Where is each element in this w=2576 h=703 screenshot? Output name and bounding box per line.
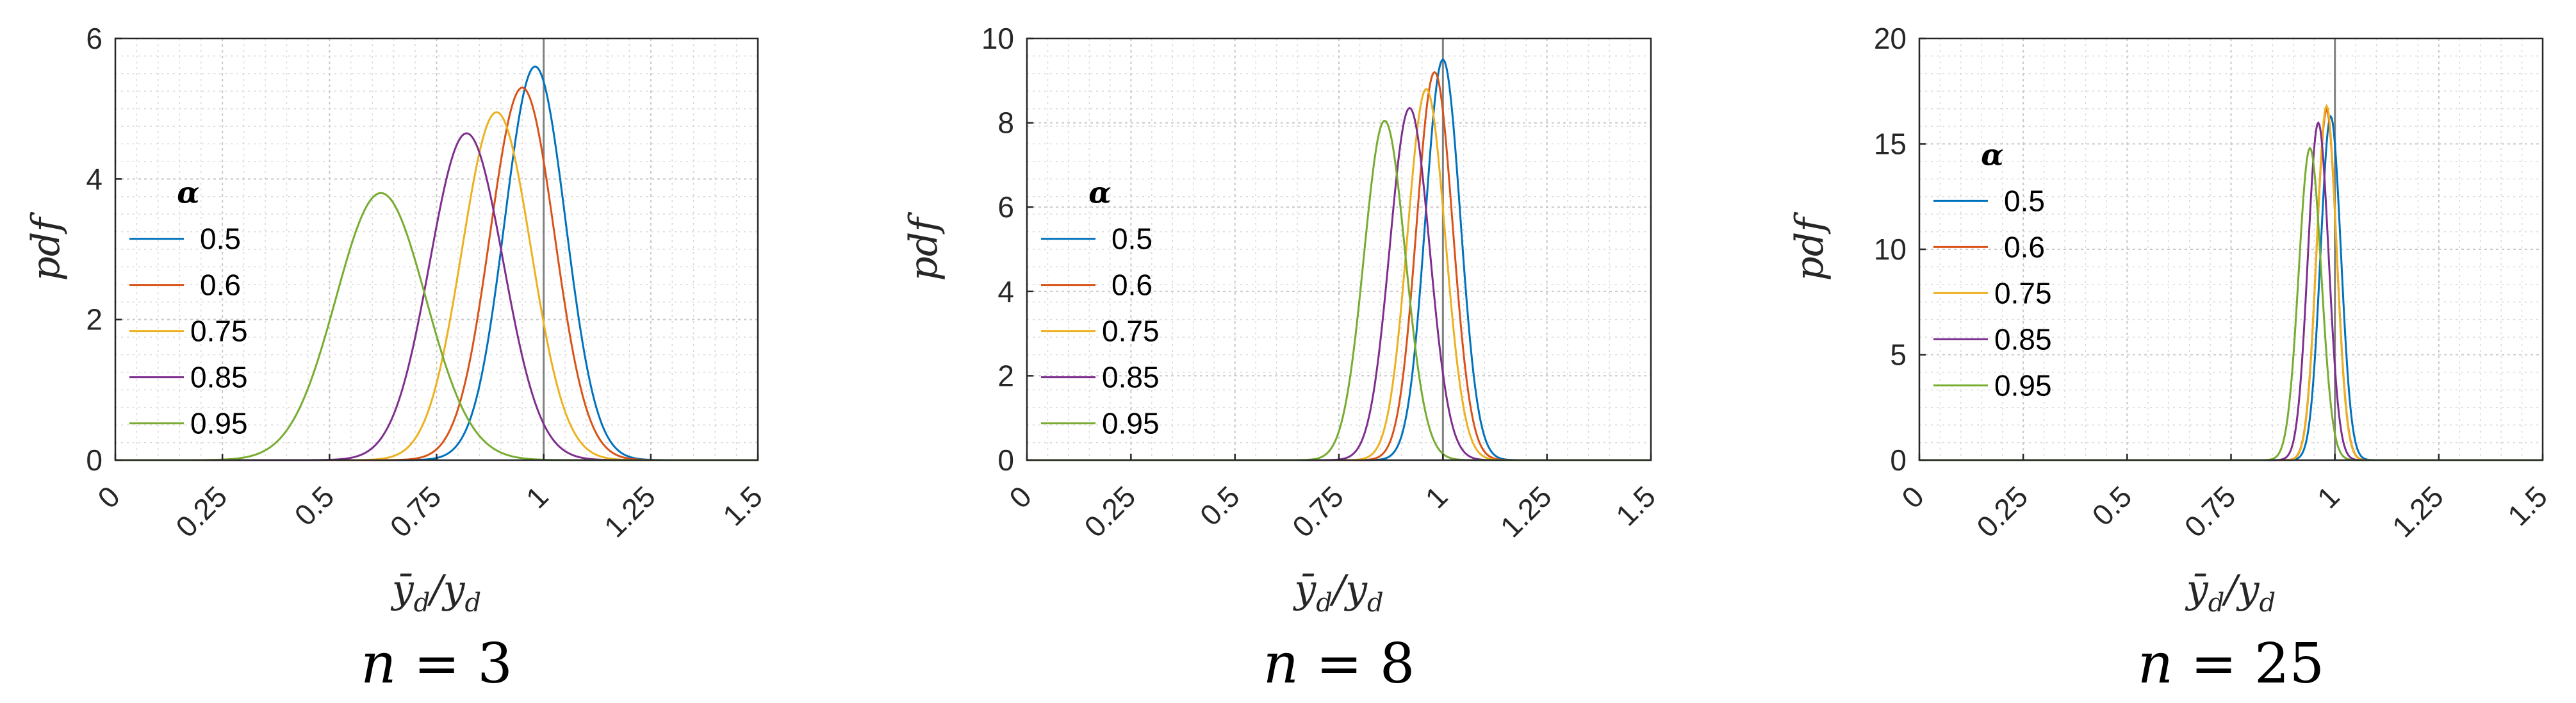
x-tick-label: 1 xyxy=(2311,479,2346,515)
legend-label-0.75: 0.75 xyxy=(1102,315,1160,348)
y-tick-label: 0 xyxy=(1890,443,1907,477)
y-tick-label: 2 xyxy=(997,359,1014,392)
legend-label-0.85: 0.85 xyxy=(1994,322,2052,356)
x-axis-label: ȳd/yd xyxy=(2185,567,2276,618)
legend-label-0.5: 0.5 xyxy=(2004,184,2045,217)
x-tick-label: 0.25 xyxy=(1078,479,1142,543)
panel-caption: n = 8 xyxy=(1263,632,1415,696)
y-tick-label: 8 xyxy=(997,106,1014,140)
x-tick-label: 0.25 xyxy=(1970,479,2034,543)
x-tick-label: 1.5 xyxy=(1609,479,1662,532)
legend-title: α xyxy=(1981,137,2003,172)
legend-label-0.75: 0.75 xyxy=(190,315,248,348)
x-tick-label: 0.5 xyxy=(2085,479,2138,532)
legend-label-0.5: 0.5 xyxy=(1112,222,1153,256)
legend-label-0.95: 0.95 xyxy=(1994,368,2052,402)
chart-panel-2: 0 2 4 6 8 10 0 0.25 0.5 0.75 1 1.25 1.5 pdf ȳd/yd n = … xyxy=(901,22,1662,696)
x-tick-label: 1.25 xyxy=(1494,479,1558,543)
x-tick-label: 1.5 xyxy=(716,479,769,532)
x-axis-label: ȳd/yd xyxy=(390,567,481,618)
x-tick-label: 0.75 xyxy=(2178,479,2242,543)
y-axis-label: pdf xyxy=(1787,211,1832,281)
legend-label-0.6: 0.6 xyxy=(2004,230,2045,263)
legend-label-0.85: 0.85 xyxy=(1102,361,1160,394)
legend-title: α xyxy=(1088,176,1111,210)
y-tick-label: 15 xyxy=(1874,128,1907,161)
legend-label-0.85: 0.85 xyxy=(190,361,248,394)
y-tick-label: 4 xyxy=(86,162,103,195)
x-tick-label: 1.25 xyxy=(2386,479,2450,543)
legend-label-0.6: 0.6 xyxy=(1112,269,1153,302)
y-axis-label: pdf xyxy=(901,211,946,281)
y-axis-label: pdf xyxy=(24,211,69,281)
y-tick-label: 20 xyxy=(1874,22,1907,55)
y-tick-label: 6 xyxy=(997,190,1014,224)
x-tick-label: 0.5 xyxy=(1194,479,1246,532)
x-tick-label: 1.25 xyxy=(598,479,662,543)
y-tick-label: 10 xyxy=(981,22,1014,55)
y-tick-label: 0 xyxy=(86,443,103,477)
x-tick-label: 1 xyxy=(520,479,555,515)
x-tick-label: 0 xyxy=(1895,479,1930,515)
x-tick-label: 0 xyxy=(1003,479,1038,515)
panel-caption: n = 3 xyxy=(361,632,513,696)
legend-label-0.75: 0.75 xyxy=(1994,276,2052,310)
x-tick-label: 0.5 xyxy=(288,479,340,532)
y-tick-label: 5 xyxy=(1890,338,1907,372)
x-tick-label: 0.75 xyxy=(383,479,447,543)
x-tick-label: 0.75 xyxy=(1286,479,1350,543)
x-axis-label: ȳd/yd xyxy=(1292,567,1383,618)
y-tick-label: 2 xyxy=(86,303,103,336)
chart-panel-3: 0 5 10 15 20 0 0.25 0.5 0.75 1 1.25 1.5 pdf ȳd/yd n =… xyxy=(1787,22,2554,696)
x-tick-label: 0 xyxy=(91,479,126,515)
y-tick-label: 6 xyxy=(86,22,103,55)
legend-label-0.95: 0.95 xyxy=(1102,407,1160,440)
legend-label-0.5: 0.5 xyxy=(200,222,241,256)
legend-label-0.95: 0.95 xyxy=(190,407,248,440)
x-tick-label: 0.25 xyxy=(169,479,233,543)
panel-caption: n = 25 xyxy=(2138,632,2325,696)
x-tick-label: 1 xyxy=(1419,479,1454,515)
x-tick-label: 1.5 xyxy=(2501,479,2554,532)
y-tick-label: 10 xyxy=(1874,233,1907,266)
legend-title: α xyxy=(177,176,199,210)
y-tick-label: 0 xyxy=(997,443,1014,477)
y-tick-label: 4 xyxy=(997,275,1014,308)
legend-label-0.6: 0.6 xyxy=(200,269,241,302)
